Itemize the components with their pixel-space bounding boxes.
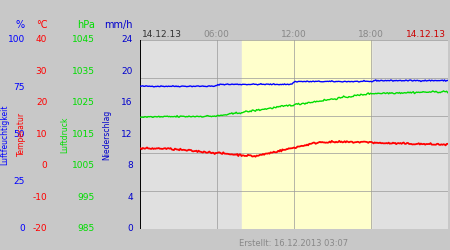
Text: Temperatur: Temperatur — [17, 112, 26, 156]
Text: 100: 100 — [8, 36, 25, 44]
Text: -10: -10 — [32, 193, 47, 202]
Text: 985: 985 — [77, 224, 94, 233]
Text: 0: 0 — [19, 224, 25, 233]
Text: 0: 0 — [127, 224, 133, 233]
Text: 0: 0 — [41, 161, 47, 170]
Text: 1035: 1035 — [72, 67, 94, 76]
Text: %: % — [16, 20, 25, 30]
Text: Luftfeuchtigkeit: Luftfeuchtigkeit — [0, 104, 9, 165]
Text: 1005: 1005 — [72, 161, 94, 170]
Text: 30: 30 — [36, 67, 47, 76]
Text: 50: 50 — [13, 130, 25, 139]
Bar — [140, 40, 242, 229]
Text: 8: 8 — [127, 161, 133, 170]
Text: mm/h: mm/h — [104, 20, 133, 30]
Text: 14.12.13: 14.12.13 — [142, 30, 182, 39]
Text: Luftdruck: Luftdruck — [61, 116, 70, 152]
Text: 16: 16 — [121, 98, 133, 108]
Text: 20: 20 — [36, 98, 47, 108]
Text: 14.12.13: 14.12.13 — [405, 30, 446, 39]
Text: 40: 40 — [36, 36, 47, 44]
Text: °C: °C — [36, 20, 47, 30]
Text: 995: 995 — [77, 193, 94, 202]
Text: 10: 10 — [36, 130, 47, 139]
Text: 75: 75 — [13, 83, 25, 92]
Bar — [371, 40, 448, 229]
Text: 1045: 1045 — [72, 36, 94, 44]
Bar — [242, 40, 371, 229]
Text: -20: -20 — [32, 224, 47, 233]
Text: 4: 4 — [127, 193, 133, 202]
Text: 20: 20 — [122, 67, 133, 76]
Text: Erstellt: 16.12.2013 03:07: Erstellt: 16.12.2013 03:07 — [239, 238, 348, 248]
Text: 1015: 1015 — [72, 130, 94, 139]
Text: hPa: hPa — [76, 20, 94, 30]
Text: 24: 24 — [122, 36, 133, 44]
Text: Niederschlag: Niederschlag — [103, 109, 112, 160]
Text: 12: 12 — [122, 130, 133, 139]
Text: 1025: 1025 — [72, 98, 94, 108]
Text: 25: 25 — [14, 177, 25, 186]
